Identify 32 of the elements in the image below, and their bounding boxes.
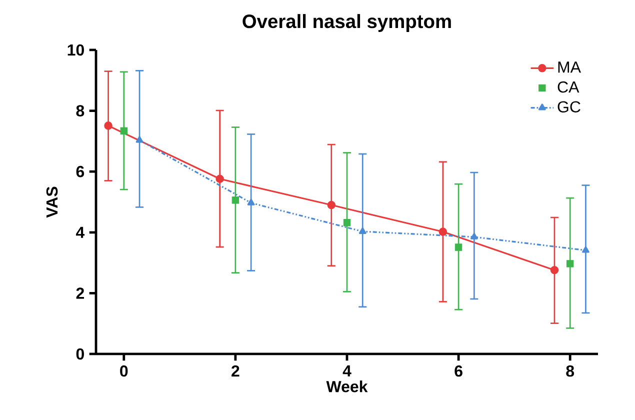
chart-title: Overall nasal symptom bbox=[242, 14, 451, 32]
x-axis-title: Week bbox=[326, 380, 368, 392]
y-tick-label: 4 bbox=[76, 226, 85, 238]
point bbox=[358, 227, 366, 234]
legend-label: CA bbox=[558, 81, 580, 93]
point bbox=[136, 136, 144, 143]
point bbox=[454, 244, 462, 251]
point bbox=[343, 219, 351, 226]
legend-label: GC bbox=[558, 101, 580, 112]
point bbox=[216, 174, 224, 184]
y-tick-label: 8 bbox=[76, 105, 84, 116]
legend-label: MA bbox=[558, 62, 581, 73]
point bbox=[327, 200, 336, 210]
x-tick-label: 4 bbox=[342, 365, 352, 376]
x-tick-label: 0 bbox=[120, 365, 128, 377]
y-tick-label: 6 bbox=[76, 166, 84, 178]
point bbox=[566, 260, 574, 268]
x-tick-label: 8 bbox=[566, 365, 574, 377]
point bbox=[582, 246, 590, 253]
point bbox=[247, 198, 255, 206]
point bbox=[438, 228, 448, 236]
point bbox=[470, 232, 478, 240]
y-tick-label: 0 bbox=[76, 348, 84, 360]
point bbox=[120, 127, 128, 134]
point bbox=[232, 196, 240, 204]
y-axis-title: VAS bbox=[46, 186, 58, 218]
x-tick-label: 6 bbox=[454, 365, 462, 377]
y-tick-label: 10 bbox=[68, 44, 84, 56]
point bbox=[104, 122, 112, 130]
y-tick-label: 2 bbox=[76, 288, 84, 299]
x-tick-label: 2 bbox=[232, 365, 240, 377]
point bbox=[550, 266, 559, 274]
